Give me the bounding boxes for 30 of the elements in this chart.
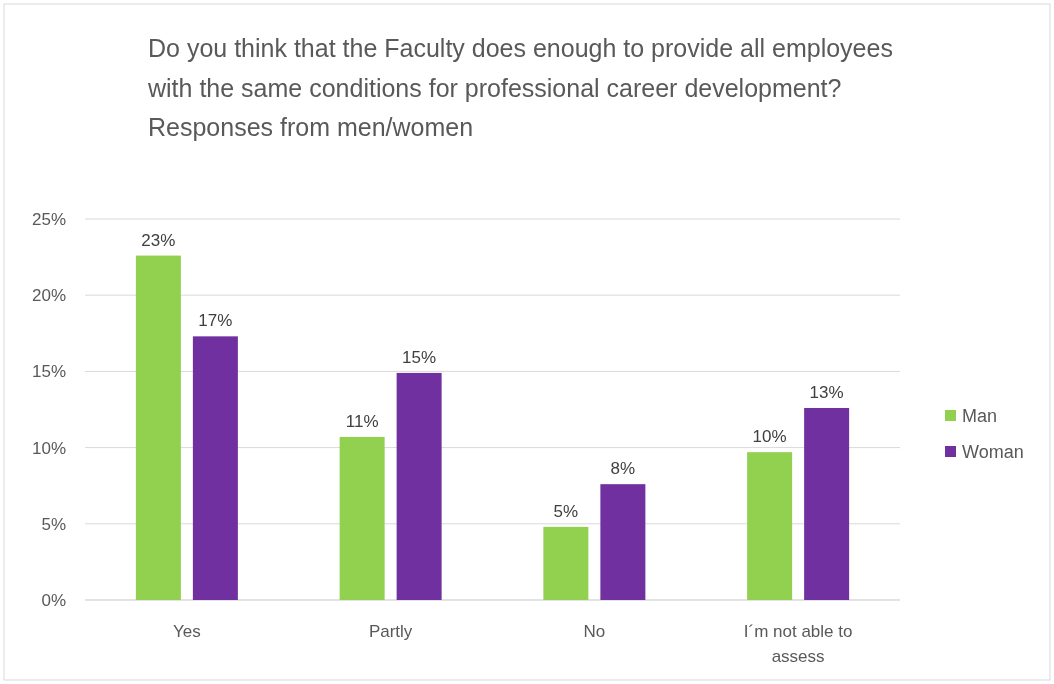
- bar: [396, 372, 442, 600]
- legend-label: Man: [962, 406, 998, 426]
- x-tick-label: Partly: [368, 622, 413, 641]
- x-tick-label: Yes: [173, 622, 201, 641]
- data-label: 15%: [402, 347, 437, 367]
- x-tick-label: I´m not able to assess: [743, 622, 853, 666]
- data-label: 13%: [809, 382, 844, 402]
- y-tick-label: 15%: [31, 362, 66, 382]
- data-label: 8%: [610, 459, 636, 479]
- bar: [339, 436, 385, 600]
- bar: [135, 255, 181, 600]
- bar: [192, 336, 238, 600]
- bar: [804, 407, 850, 600]
- y-tick-label: 20%: [31, 286, 66, 306]
- bar: [543, 526, 589, 600]
- y-tick-label: 5%: [41, 514, 66, 534]
- chart-subtitle: Responses from men/women: [148, 113, 474, 141]
- bar: [747, 452, 793, 600]
- data-label: 11%: [345, 411, 379, 431]
- legend-label: Woman: [962, 442, 1024, 462]
- x-tick-label: No: [583, 622, 606, 641]
- data-label: 5%: [553, 501, 579, 521]
- y-tick-label: 0%: [41, 591, 66, 610]
- data-label: 23%: [141, 230, 176, 250]
- bar: [600, 484, 646, 600]
- data-label: 10%: [752, 427, 787, 447]
- y-tick-label: 10%: [31, 438, 66, 458]
- chart-title: Do you think that the Faculty does enough to provide all employees with the same conditions for professional career development?: [147, 34, 893, 102]
- data-label: 17%: [198, 311, 233, 331]
- y-tick-label: 25%: [31, 210, 66, 229]
